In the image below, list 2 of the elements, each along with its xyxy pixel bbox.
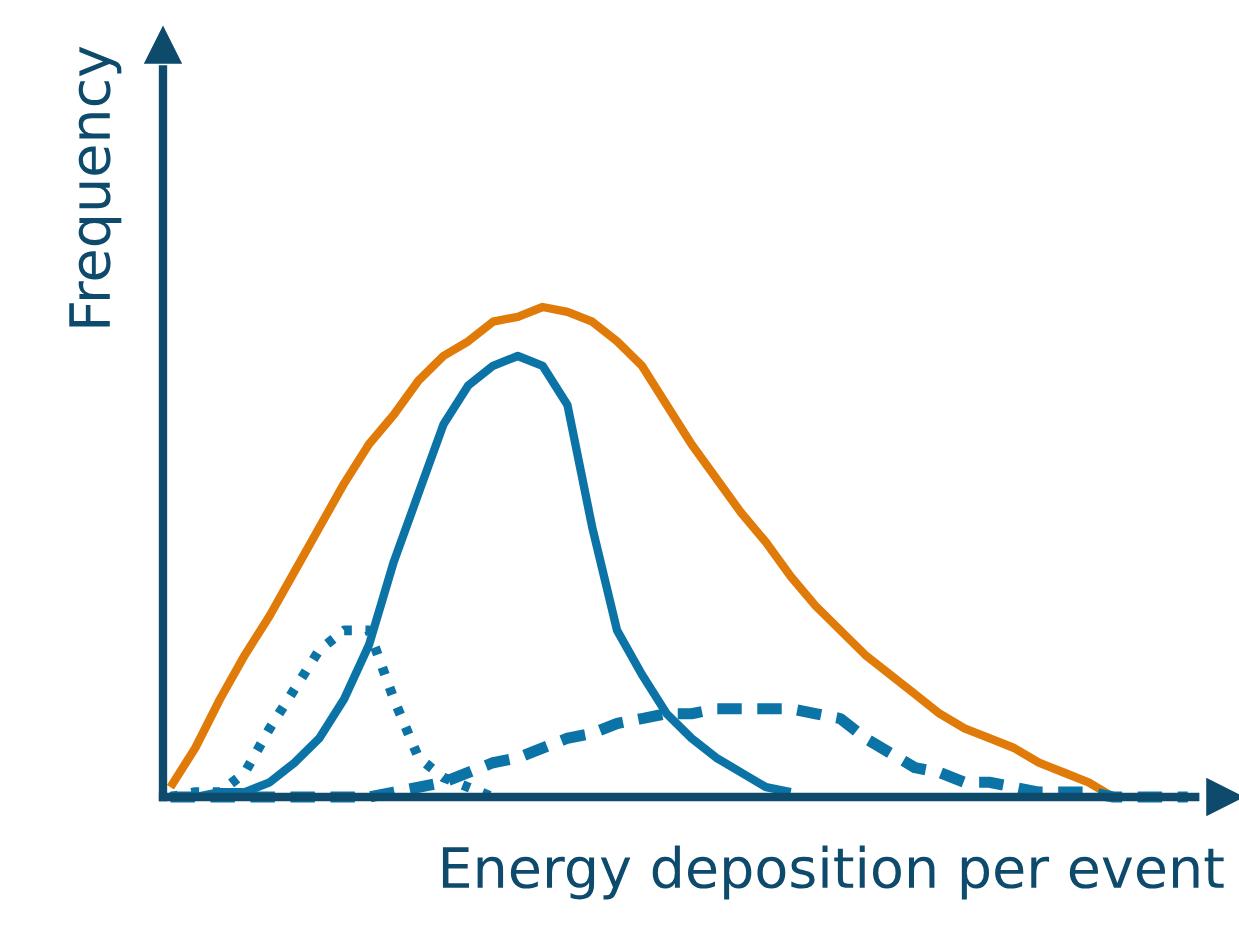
x-axis-title: Energy deposition per event [442,845,1224,900]
y-axis-title: Frequency [69,46,122,327]
